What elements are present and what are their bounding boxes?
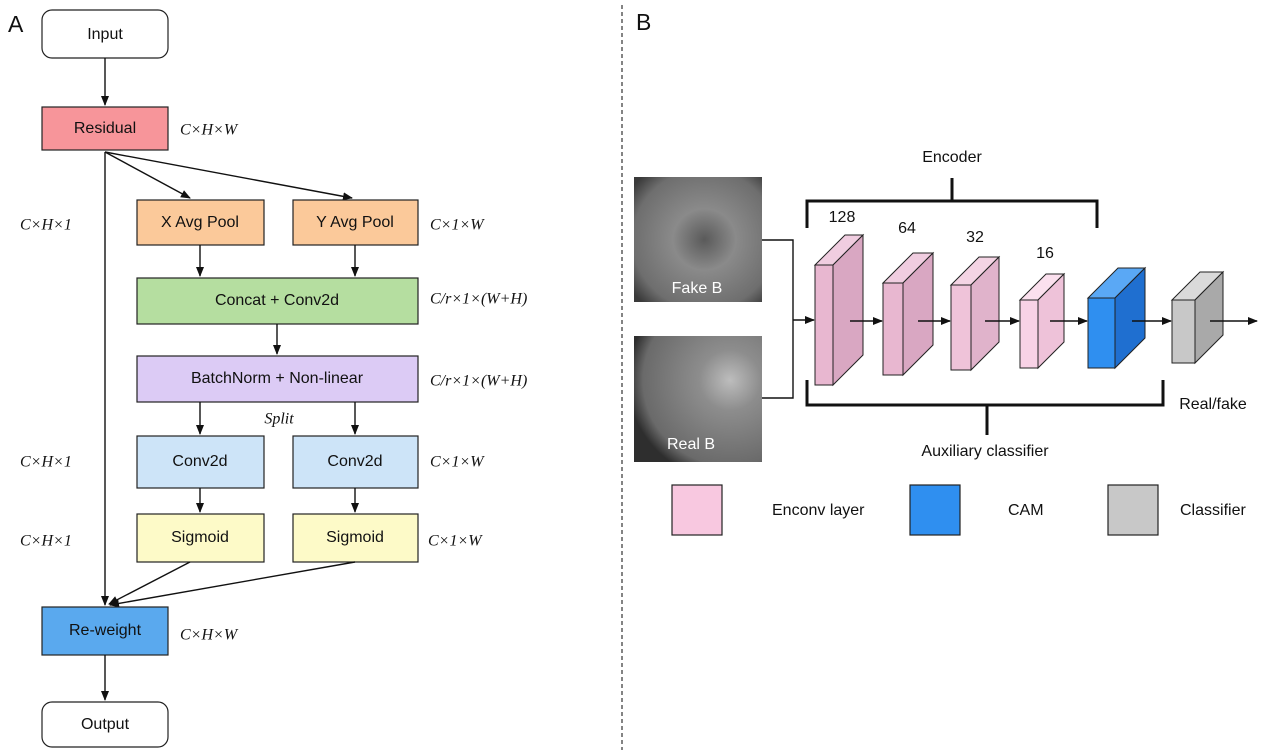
node-label: Conv2d — [172, 453, 227, 470]
dim-label: C×H×1 — [20, 454, 72, 471]
channel-label: 16 — [1036, 245, 1054, 262]
dim-label: C×H×W — [180, 122, 239, 139]
output-label: Real/fake — [1179, 396, 1247, 413]
node-label: X Avg Pool — [161, 214, 239, 231]
node-label: Concat + Conv2d — [215, 292, 339, 309]
dim-label: C/r×1×(W+H) — [430, 291, 527, 308]
image-label: Real B — [667, 436, 715, 453]
channel-label: 32 — [966, 229, 984, 246]
channel-label: 128 — [829, 209, 856, 226]
classifier-block — [1172, 272, 1223, 363]
image-label: Fake B — [672, 280, 723, 297]
node-label: Sigmoid — [171, 529, 229, 546]
node-label: Conv2d — [327, 453, 382, 470]
split-label: Split — [264, 411, 294, 428]
auxiliary-bracket — [807, 380, 1163, 435]
enconv-block — [815, 235, 863, 385]
arrow — [105, 152, 190, 198]
channel-label: 64 — [898, 220, 916, 237]
enconv-block — [883, 253, 933, 375]
node-label: Output — [81, 716, 130, 733]
arrow — [110, 562, 355, 605]
legend-label: CAM — [1008, 502, 1044, 519]
node-label: Re-weight — [69, 622, 142, 639]
panel-label: B — [636, 9, 651, 35]
node-label: Input — [87, 26, 123, 43]
cam-block — [1088, 268, 1145, 368]
connector — [762, 240, 793, 398]
dim-label: C×H×W — [180, 627, 239, 644]
legend-swatch — [1108, 485, 1158, 535]
node-label: Y Avg Pool — [316, 214, 394, 231]
panel-label: A — [8, 11, 24, 37]
dim-label: C×H×1 — [20, 533, 72, 550]
node-label: BatchNorm + Non-linear — [191, 370, 364, 387]
figure: A Input Residual C×H×W X Avg Pool Y Avg … — [0, 0, 1262, 750]
dim-label: C/r×1×(W+H) — [430, 373, 527, 390]
enconv-block — [951, 257, 999, 370]
legend-label: Classifier — [1180, 502, 1246, 519]
legend-swatch — [910, 485, 960, 535]
legend-swatch — [672, 485, 722, 535]
dim-label: C×1×W — [430, 217, 485, 234]
dim-label: C×H×1 — [20, 217, 72, 234]
node-label: Sigmoid — [326, 529, 384, 546]
arrow — [105, 152, 352, 198]
auxiliary-label: Auxiliary classifier — [921, 443, 1049, 460]
node-label: Residual — [74, 120, 136, 137]
dim-label: C×1×W — [430, 454, 485, 471]
legend-label: Enconv layer — [772, 502, 865, 519]
encoder-label: Encoder — [922, 149, 982, 166]
dim-label: C×1×W — [428, 533, 483, 550]
